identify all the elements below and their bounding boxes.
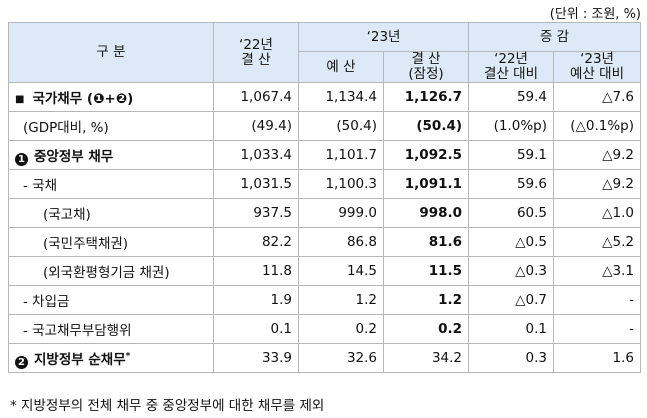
cell-budget: 32.6 bbox=[298, 343, 384, 373]
cell-change-2022: 59.4 bbox=[468, 82, 555, 112]
national-debt-table: 구 분 ‘22년 결 산 ‘23년 증 감 예 산 결 산 (잠정) ‘22년 … bbox=[8, 22, 642, 373]
cell-change-2022: △0.3 bbox=[468, 256, 555, 286]
header-vs-2022-line2: 결산 대비 bbox=[484, 66, 538, 82]
header-row-1: 구 분 ‘22년 결 산 ‘23년 증 감 bbox=[8, 22, 642, 83]
cell-change-2022: 60.5 bbox=[468, 198, 555, 228]
cell-change-2022: 0.3 bbox=[468, 343, 555, 373]
cell-budget: 1.2 bbox=[298, 285, 384, 315]
table-row: - 차입금 1.9 1.2 1.2 △0.7 - bbox=[8, 285, 642, 315]
cell-2022: 1,067.4 bbox=[213, 82, 299, 112]
cell-2022: 82.2 bbox=[213, 227, 299, 257]
cell-change-2022: 0.1 bbox=[468, 314, 555, 344]
cell-settlement: 1,092.5 bbox=[382, 140, 470, 170]
cell-settlement: 0.2 bbox=[382, 314, 470, 344]
cell-budget: 1,100.3 bbox=[298, 169, 384, 199]
cell-change-2022: (1.0%p) bbox=[468, 111, 555, 141]
row-label: (국민주택채권) bbox=[8, 227, 214, 257]
header-settlement: 결 산 (잠정) bbox=[382, 51, 470, 83]
table-row: (GDP대비, %) (49.4) (50.4) (50.4) (1.0%p) … bbox=[8, 111, 642, 141]
cell-settlement: (50.4) bbox=[382, 111, 470, 141]
cell-change-2023: △9.2 bbox=[553, 140, 642, 170]
cell-settlement: 34.2 bbox=[382, 343, 470, 373]
cell-budget: 999.0 bbox=[298, 198, 384, 228]
cell-change-2023: - bbox=[553, 285, 642, 315]
row-label: - 차입금 bbox=[8, 285, 214, 315]
cell-budget: 86.8 bbox=[298, 227, 384, 257]
table-row: - 국채 1,031.5 1,100.3 1,091.1 59.6 △9.2 bbox=[8, 169, 642, 199]
cell-settlement: 11.5 bbox=[382, 256, 470, 286]
table-row: 2 지방정부 순채무* 33.9 32.6 34.2 0.3 1.6 bbox=[8, 343, 642, 373]
header-2023-group: ‘23년 bbox=[297, 22, 470, 52]
header-category: 구 분 bbox=[8, 22, 214, 83]
row-label: - 국고채무부담행위 bbox=[8, 314, 214, 344]
row-label: (국고채) bbox=[8, 198, 214, 228]
header-vs-2022-line1: ‘22년 bbox=[494, 51, 528, 67]
table-row: (국고채) 937.5 999.0 998.0 60.5 △1.0 bbox=[8, 198, 642, 228]
row-label: 1 중앙정부 채무 bbox=[8, 140, 214, 170]
cell-change-2023: △9.2 bbox=[553, 169, 642, 199]
cell-2022: 1,031.5 bbox=[213, 169, 299, 199]
cell-change-2023: △3.1 bbox=[553, 256, 642, 286]
cell-2022: 937.5 bbox=[213, 198, 299, 228]
row-label: 2 지방정부 순채무* bbox=[8, 343, 214, 373]
cell-2022: 33.9 bbox=[213, 343, 299, 373]
row-label: (GDP대비, %) bbox=[8, 111, 214, 141]
cell-budget: 14.5 bbox=[298, 256, 384, 286]
row-label: (외국환평형기금 채권) bbox=[8, 256, 214, 286]
cell-budget: 0.2 bbox=[298, 314, 384, 344]
cell-change-2023: 1.6 bbox=[553, 343, 642, 373]
cell-2022: (49.4) bbox=[213, 111, 299, 141]
cell-settlement: 1,126.7 bbox=[382, 82, 470, 112]
cell-budget: 1,134.4 bbox=[298, 82, 384, 112]
cell-change-2023: △1.0 bbox=[553, 198, 642, 228]
header-vs-2023-line1: ‘23년 bbox=[580, 51, 614, 67]
header-change-group: 증 감 bbox=[468, 22, 642, 52]
cell-change-2022: △0.7 bbox=[468, 285, 555, 315]
header-budget: 예 산 bbox=[298, 51, 384, 83]
cell-change-2023: (△0.1%p) bbox=[553, 111, 642, 141]
cell-settlement: 1,091.1 bbox=[382, 169, 470, 199]
header-vs-2022: ‘22년 결산 대비 bbox=[468, 51, 555, 83]
cell-change-2023: △7.6 bbox=[553, 82, 642, 112]
footnote: * 지방정부의 전체 채무 중 중앙정부에 대한 채무를 제외 bbox=[10, 398, 325, 414]
cell-2022: 0.1 bbox=[213, 314, 299, 344]
unit-note: (단위 : 조원, %) bbox=[549, 7, 641, 22]
cell-change-2023: - bbox=[553, 314, 642, 344]
cell-settlement: 998.0 bbox=[382, 198, 470, 228]
table-row: 1 중앙정부 채무 1,033.4 1,101.7 1,092.5 59.1 △9… bbox=[8, 140, 642, 170]
cell-2022: 1,033.4 bbox=[213, 140, 299, 170]
row-label: - 국채 bbox=[8, 169, 214, 199]
header-2022-settlement: ‘22년 결 산 bbox=[213, 22, 299, 83]
table-row: - 국고채무부담행위 0.1 0.2 0.2 0.1 - bbox=[8, 314, 642, 344]
header-vs-2023-line2: 예산 대비 bbox=[570, 66, 625, 82]
square-bullet-icon: ■ bbox=[15, 93, 25, 105]
table-row: (외국환평형기금 채권) 11.8 14.5 11.5 △0.3 △3.1 bbox=[8, 256, 642, 286]
cell-change-2022: 59.1 bbox=[468, 140, 555, 170]
header-row-2: 예 산 결 산 (잠정) ‘22년 결산 대비 ‘23년 예산 대비 bbox=[9, 51, 642, 83]
cell-change-2022: △0.5 bbox=[468, 227, 555, 257]
table-row: (국민주택채권) 82.2 86.8 81.6 △0.5 △5.2 bbox=[8, 227, 642, 257]
cell-2022: 1.9 bbox=[213, 285, 299, 315]
cell-settlement: 1.2 bbox=[382, 285, 470, 315]
cell-2022: 11.8 bbox=[213, 256, 299, 286]
header-vs-2023-budget: ‘23년 예산 대비 bbox=[553, 51, 642, 83]
cell-budget: 1,101.7 bbox=[298, 140, 384, 170]
circled-number-1-icon: 1 bbox=[15, 152, 28, 166]
cell-change-2022: 59.6 bbox=[468, 169, 555, 199]
circled-number-2-icon: 2 bbox=[15, 355, 28, 369]
header-settlement-line2: (잠정) bbox=[408, 66, 444, 82]
table-row: ■ 국가채무 (❶+❷) 1,067.4 1,134.4 1,126.7 59.4… bbox=[8, 82, 642, 112]
cell-budget: (50.4) bbox=[298, 111, 384, 141]
row-label: ■ 국가채무 (❶+❷) bbox=[8, 82, 214, 112]
header-settlement-line1: 결 산 bbox=[411, 51, 441, 67]
cell-settlement: 81.6 bbox=[382, 227, 470, 257]
cell-change-2023: △5.2 bbox=[553, 227, 642, 257]
